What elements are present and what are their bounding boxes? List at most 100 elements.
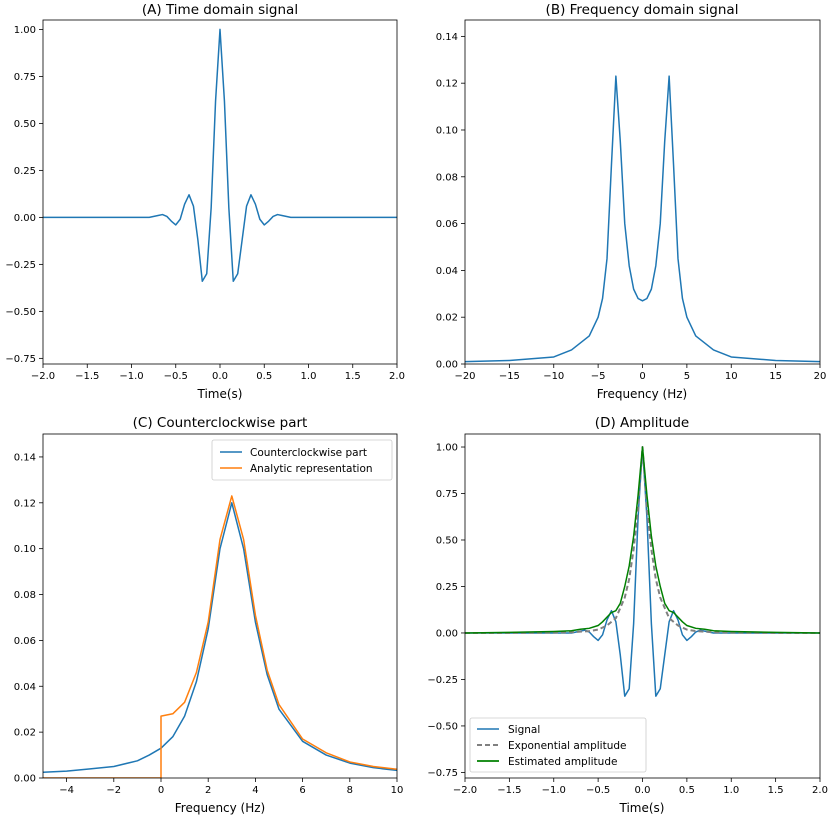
panel-b-xtick-label: −20 xyxy=(454,371,475,382)
panel-a: (A) Time domain signal −2.0 −1.5 −1.0 −0.5 0… xyxy=(5,2,405,401)
panel-c-series-analytic-representation xyxy=(43,495,397,778)
panel-c-ytick-label: 0.06 xyxy=(14,636,36,647)
legend-signal-label: Signal xyxy=(508,724,540,736)
panel-c: (C) Counterclockwise part −4 −2 0 2 4 6 8 10 0.0… xyxy=(14,415,404,815)
panel-d-xtick-label: −2.0 xyxy=(453,785,477,796)
panel-b-title: (B) Frequency domain signal xyxy=(546,2,739,18)
panel-b-ytick-label: 0.12 xyxy=(436,79,458,90)
panel-a-xtick-label: 2.0 xyxy=(389,371,405,382)
panel-a-ytick-label: 0.50 xyxy=(14,119,36,130)
panel-c-xtick-label: 8 xyxy=(347,785,353,796)
panel-b-ytick-label: 0.00 xyxy=(436,360,458,371)
panel-c-ytick-label: 0.02 xyxy=(14,728,36,739)
panel-a-xtick-label: 1.5 xyxy=(345,371,361,382)
panel-d-ytick-label: −0.50 xyxy=(427,721,458,732)
panel-a-xtick-label: −2.0 xyxy=(31,371,55,382)
panel-d-ytick-label: −0.75 xyxy=(427,768,458,779)
panel-d-series-estimated-amplitude xyxy=(465,446,820,634)
panel-d-series-signal xyxy=(465,446,820,697)
panel-c-xtick-label: 0 xyxy=(158,785,164,796)
panel-b-ytick-label: 0.02 xyxy=(436,313,458,324)
panel-d-xtick-label: 1.0 xyxy=(723,785,739,796)
panel-c-xtick-label: −2 xyxy=(106,785,121,796)
panel-d-xtick-label: 2.0 xyxy=(812,785,828,796)
panel-c-legend-box xyxy=(211,439,393,481)
panel-a-xtick-label: −1.0 xyxy=(119,371,143,382)
panel-d-xtick-label: −1.5 xyxy=(497,785,521,796)
legend-analytic-label: Analytic representation xyxy=(250,463,373,475)
panel-d: (D) Amplitude −2.0 −1.5 −1.0 −0.5 0.0 0.5 1.0 1… xyxy=(427,415,828,815)
panel-c-ytick-label: 0.10 xyxy=(14,544,36,555)
panel-b-ytick-label: 0.10 xyxy=(436,125,458,136)
panel-c-xtick-label: −4 xyxy=(59,785,74,796)
panel-a-ytick-label: 1.00 xyxy=(14,25,36,36)
panel-b-xtick-label: −10 xyxy=(543,371,564,382)
panel-d-xtick-label: 0.0 xyxy=(635,785,651,796)
panel-b-ytick-label: 0.06 xyxy=(436,219,458,230)
panel-c-lines xyxy=(43,495,397,778)
panel-b: (B) Frequency domain signal −20 −15 −10 −5 0… xyxy=(436,2,827,401)
panel-b-ticks: −20 −15 −10 −5 0 5 10 15 20 0.00 0.02 0.04 0.06 0.08 0… xyxy=(436,32,827,382)
panel-a-ticks: −2.0 −1.5 −1.0 −0.5 0.0 0.5 1.0 1.5 2.0 −0.75 −0.5… xyxy=(5,25,405,382)
legend-estimated-label: Estimated amplitude xyxy=(508,756,617,768)
panel-b-frame xyxy=(464,19,821,365)
panel-b-xtick-label: 15 xyxy=(769,371,782,382)
panel-a-xtick-label: −0.5 xyxy=(164,371,188,382)
panel-b-xtick-label: −5 xyxy=(591,371,606,382)
panel-b-xtick-label: 20 xyxy=(814,371,827,382)
panel-d-legend-box xyxy=(469,717,647,773)
panel-a-ytick-label: 0.00 xyxy=(14,213,36,224)
panel-d-ytick-label: 0.25 xyxy=(436,582,458,593)
panel-b-ytick-label: 0.14 xyxy=(436,32,458,43)
panel-a-xtick-label: 1.0 xyxy=(301,371,317,382)
panel-b-xtick-label: 5 xyxy=(684,371,690,382)
panel-c-legend: Counterclockwise part Analytic represent… xyxy=(211,439,393,481)
panel-a-lines xyxy=(43,28,397,283)
panel-d-xtick-label: −0.5 xyxy=(586,785,610,796)
panel-a-xtick-label: 0.0 xyxy=(212,371,228,382)
panel-c-xtick-label: 10 xyxy=(391,785,404,796)
panel-d-xlabel: Time(s) xyxy=(619,801,665,815)
panel-d-ytick-label: 0.50 xyxy=(436,535,458,546)
panel-b-ytick-label: 0.08 xyxy=(436,172,458,183)
panel-c-xtick-label: 6 xyxy=(299,785,305,796)
panel-c-xtick-label: 4 xyxy=(252,785,258,796)
panel-d-ytick-label: −0.25 xyxy=(427,675,458,686)
legend-counterclockwise-label: Counterclockwise part xyxy=(250,447,367,459)
panel-a-xlabel: Time(s) xyxy=(197,387,243,401)
panel-d-series-exponential-amplitude xyxy=(465,446,820,634)
panel-c-xlabel: Frequency (Hz) xyxy=(175,801,266,815)
panel-c-ytick-label: 0.00 xyxy=(14,774,36,785)
panel-d-xtick-label: −1.0 xyxy=(542,785,566,796)
panel-c-ytick-label: 0.12 xyxy=(14,498,36,509)
panel-c-ticks: −4 −2 0 2 4 6 8 10 0.00 0.02 0.04 0.06 0.08 0.10 0.12 0… xyxy=(14,452,404,796)
panel-c-xtick-label: 2 xyxy=(205,785,211,796)
panel-d-lines xyxy=(465,446,820,697)
panel-b-xtick-label: 10 xyxy=(725,371,738,382)
panel-d-frame xyxy=(464,433,821,779)
panel-d-ytick-label: 0.00 xyxy=(436,628,458,639)
panel-a-ytick-label: 0.25 xyxy=(14,166,36,177)
panel-a-ytick-label: −0.50 xyxy=(5,307,36,318)
panel-d-ticks: −2.0 −1.5 −1.0 −0.5 0.0 0.5 1.0 1.5 2.0 −0.75 −0.5… xyxy=(427,443,828,796)
panel-a-xtick-label: −1.5 xyxy=(75,371,99,382)
panel-d-legend: Signal Exponential amplitude Estimated a… xyxy=(469,717,647,773)
panel-b-xtick-label: −15 xyxy=(499,371,520,382)
panel-c-ytick-label: 0.08 xyxy=(14,590,36,601)
panel-b-xtick-label: 0 xyxy=(639,371,645,382)
panel-b-xlabel: Frequency (Hz) xyxy=(597,387,688,401)
panel-b-ytick-label: 0.04 xyxy=(436,266,458,277)
panel-d-ytick-label: 1.00 xyxy=(436,443,458,454)
panel-c-title: (C) Counterclockwise part xyxy=(133,415,308,431)
panel-d-ytick-label: 0.75 xyxy=(436,489,458,500)
legend-exponential-label: Exponential amplitude xyxy=(508,740,627,752)
panel-c-frame xyxy=(42,433,398,779)
panel-a-title: (A) Time domain signal xyxy=(142,2,298,18)
panel-d-xtick-label: 1.5 xyxy=(768,785,784,796)
panel-a-series-signal xyxy=(43,28,397,283)
panel-a-ytick-label: 0.75 xyxy=(14,72,36,83)
panel-a-frame xyxy=(42,19,398,365)
panel-a-ytick-label: −0.75 xyxy=(5,354,36,365)
panel-d-xtick-label: 0.5 xyxy=(679,785,695,796)
